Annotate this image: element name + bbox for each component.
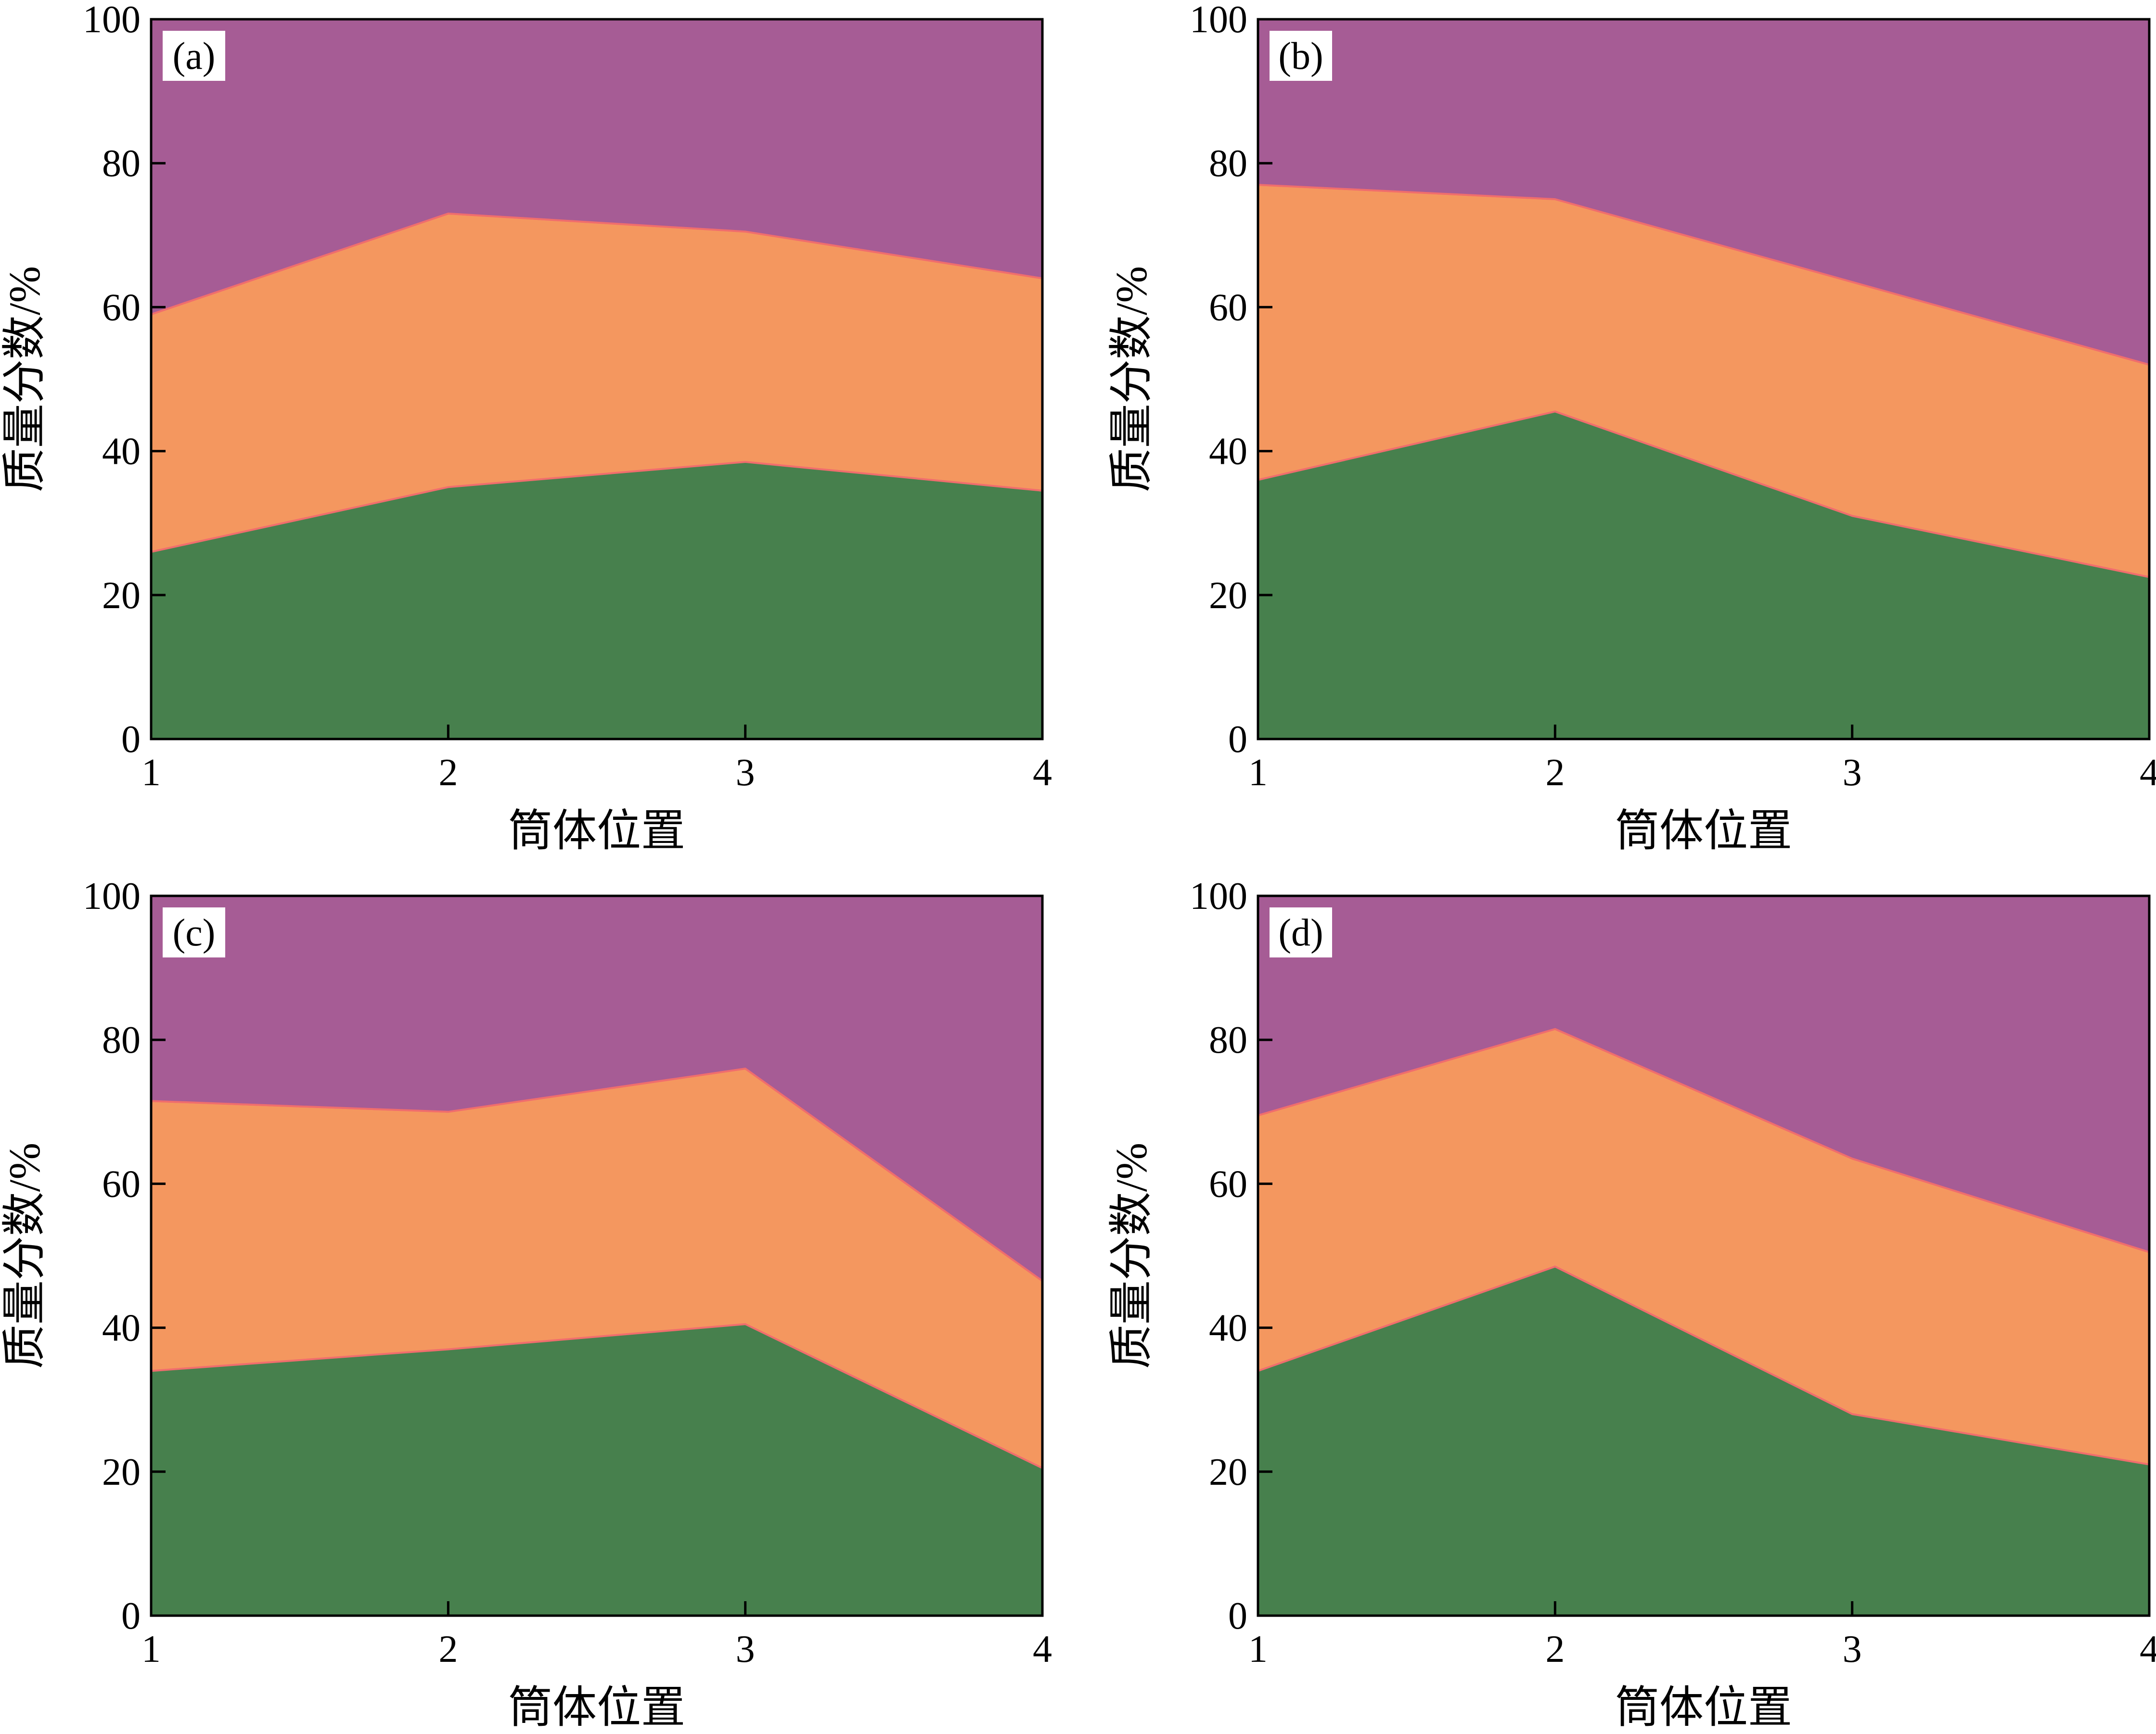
panel-d-ytick-label: 20: [1209, 1451, 1247, 1493]
panel-c: 0 20 40 60 80 100 1 2 3 4 筒体位置 质量分数/% (c): [0, 875, 1052, 1732]
panel-a-ytick-label: 0: [121, 718, 141, 761]
panel-c-ytick-label: 60: [102, 1163, 141, 1205]
panel-d-ytick-label: 0: [1228, 1595, 1247, 1637]
panel-a-ytick-label: 20: [102, 574, 141, 617]
panel-b-ytick-label: 80: [1209, 142, 1247, 185]
panel-d-label-box: [1270, 907, 1332, 957]
panel-a-ytick-label: 40: [102, 431, 141, 473]
panel-c-area-1: [151, 1324, 1042, 1616]
panel-a-ylabel: 质量分数/%: [0, 266, 49, 492]
panel-a-xlabel: 筒体位置: [508, 806, 685, 855]
panel-d-xlabel: 筒体位置: [1615, 1683, 1792, 1732]
panel-c-ytick-label: 20: [102, 1451, 141, 1493]
panel-a-label-box: [163, 31, 225, 81]
panel-d-ytick-label: 100: [1190, 875, 1247, 918]
panel-a-ytick-label: 100: [83, 0, 141, 41]
panel-a-xtick-label: 1: [141, 752, 161, 794]
panel-a-area-1: [151, 462, 1042, 739]
panel-d-ylabel: 质量分数/%: [1107, 1143, 1156, 1369]
panel-d-xtick-label: 3: [1843, 1628, 1862, 1670]
panel-b-xtick-label: 1: [1248, 752, 1268, 794]
panel-c-xtick-label: 4: [1033, 1628, 1052, 1670]
panel-c-xtick-label: 2: [438, 1628, 458, 1670]
panel-d-xtick-label: 2: [1545, 1628, 1565, 1670]
panel-b-frame: [1257, 18, 2151, 740]
panel-a-xtick-label: 2: [438, 752, 458, 794]
panel-c-xtick-label: 3: [736, 1628, 755, 1670]
panel-a-xtick-label: 3: [736, 752, 755, 794]
panel-c-xlabel: 筒体位置: [508, 1683, 685, 1732]
panel-b-xlabel: 筒体位置: [1615, 806, 1792, 855]
panel-a: 0 20 40 60 80 100 1 2 3 4 筒体位置 质量分数/% (a): [0, 0, 1052, 855]
panel-c-ytick-label: 80: [102, 1019, 141, 1061]
panel-c-frame: [150, 894, 1044, 1617]
panel-a-label: (a): [173, 35, 216, 77]
panel-d-ytick-label: 80: [1209, 1019, 1247, 1061]
panel-a-ytick-label: 60: [102, 286, 141, 329]
panel-c-ylabel: 质量分数/%: [0, 1143, 49, 1369]
panel-d-xtick-label: 1: [1248, 1628, 1268, 1670]
panel-b-ytick-label: 60: [1209, 286, 1247, 329]
panel-d-ytick-label: 60: [1209, 1163, 1247, 1205]
panel-b-xtick-label: 4: [2140, 752, 2156, 794]
panel-b-xtick-label: 2: [1545, 752, 1565, 794]
panel-c-label: (c): [173, 912, 216, 954]
panel-b-xtick-label: 3: [1843, 752, 1862, 794]
panel-d-label: (d): [1278, 912, 1323, 954]
panel-c-ytick-label: 40: [102, 1307, 141, 1350]
panel-c-label-box: [163, 907, 225, 957]
panel-c-ytick-label: 100: [83, 875, 141, 918]
panel-c-ytick-label: 0: [121, 1595, 141, 1637]
panel-b-ytick-label: 20: [1209, 574, 1247, 617]
panel-d-area-1: [1258, 1266, 2149, 1616]
panel-c-xtick-label: 1: [141, 1628, 161, 1670]
panel-b-area-1: [1258, 411, 2149, 739]
panel-b-label: (b): [1278, 35, 1323, 77]
panel-a-frame: [150, 18, 1044, 740]
panel-b: 0 20 40 60 80 100 1 2 3 4 筒体位置 质量分数/% (b): [1107, 0, 2156, 855]
panel-d-ytick-label: 40: [1209, 1307, 1247, 1350]
panel-d-frame: [1257, 894, 2151, 1617]
panel-a-xtick-label: 4: [1033, 752, 1052, 794]
panel-a-ytick-label: 80: [102, 142, 141, 185]
panel-b-ytick-label: 40: [1209, 431, 1247, 473]
panel-b-label-box: [1270, 31, 1332, 81]
panel-b-ylabel: 质量分数/%: [1107, 266, 1156, 492]
panel-d-xtick-label: 4: [2140, 1628, 2156, 1670]
panel-b-ytick-label: 100: [1190, 0, 1247, 41]
panel-d: 0 20 40 60 80 100 1 2 3 4 筒体位置 质量分数/% (d): [1107, 875, 2156, 1732]
panel-b-ytick-label: 0: [1228, 718, 1247, 761]
